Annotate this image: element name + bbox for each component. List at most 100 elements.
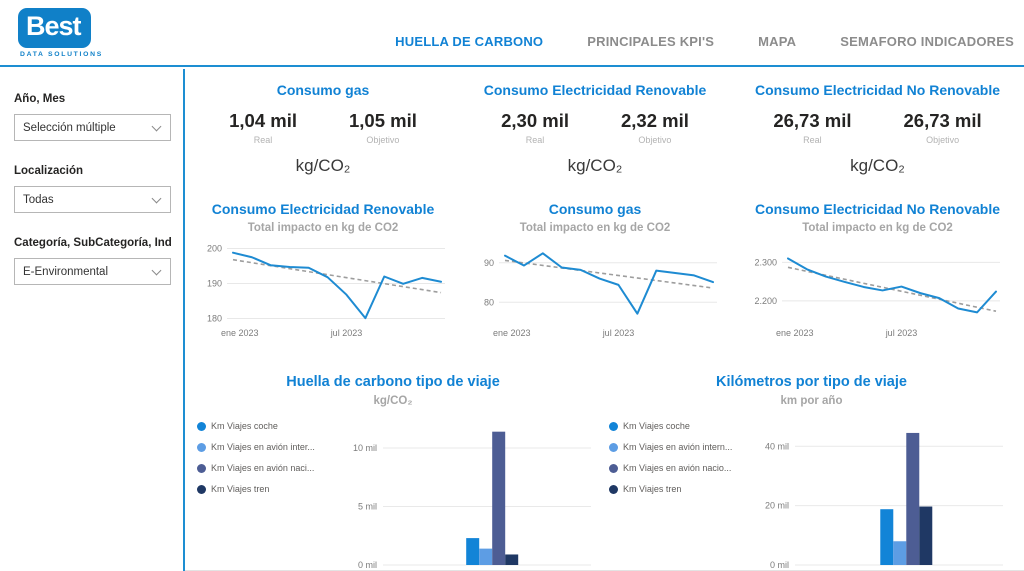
svg-text:jul 2023: jul 2023 — [602, 328, 635, 338]
dropdown-value: Todas — [23, 193, 54, 206]
kpi-real-label: Real — [803, 135, 822, 145]
svg-text:ene 2023: ene 2023 — [493, 328, 531, 338]
kpi-real: 26,73 mil Real — [773, 110, 851, 145]
kpi-real-value: 1,04 mil — [229, 110, 297, 131]
filter-categoria: Categoría, SubCategoría, Indi... E-Envir… — [14, 237, 171, 285]
filter-label: Localización — [14, 165, 84, 177]
logo-text: Best — [18, 8, 91, 48]
tab-huella-de-carbono[interactable]: HUELLA DE CARBONO — [395, 34, 544, 49]
line-chart-consumo-gas: Consumo gas Total impacto en kg de CO2 9… — [459, 197, 731, 365]
line-chart-row: Consumo Electricidad Renovable Total imp… — [187, 197, 1024, 365]
chevron-down-icon — [151, 265, 162, 275]
kpi-objetivo-value: 1,05 mil — [349, 110, 417, 131]
categoria-dropdown[interactable]: E-Environmental — [14, 258, 171, 285]
line-plot: 2.300 2.200 ene 2023 jul 2023 — [731, 238, 1024, 347]
bar-plot: 0 mil 5 mil 10 mil — [335, 419, 597, 571]
kpi-row: Consumo gas 1,04 mil Real 1,05 mil Objet… — [187, 69, 1024, 197]
chart-subtitle: Total impacto en kg de CO2 — [519, 222, 671, 234]
kpi-unit: kg/CO₂ — [295, 156, 351, 175]
tab-semaforo-indicadores[interactable]: SEMAFORO INDICADORES — [840, 34, 1014, 49]
svg-text:ene 2023: ene 2023 — [776, 328, 814, 338]
line-plot: 200 190 180 ene 2023 jul 2023 — [187, 238, 459, 347]
kpi-objetivo: 2,32 mil Objetivo — [621, 110, 689, 145]
kpi-real-value: 26,73 mil — [773, 110, 852, 131]
legend-label: Km Viajes tren — [623, 484, 682, 494]
line-chart-electricidad-no-renovable: Consumo Electricidad No Renovable Total … — [731, 197, 1024, 365]
legend-label: Km Viajes en avión nacio... — [623, 463, 732, 473]
ano-mes-dropdown[interactable]: Selección múltiple — [14, 114, 171, 141]
legend-label: Km Viajes en avión intern... — [623, 442, 733, 452]
tab-mapa[interactable]: MAPA — [758, 34, 797, 49]
top-nav: HUELLA DE CARBONO PRINCIPALES KPI'S MAPA… — [395, 34, 1014, 49]
filter-sidebar: Año, Mes Selección múltiple Localización… — [0, 69, 185, 571]
kpi-objetivo-label: Objetivo — [638, 135, 672, 145]
legend-dot-icon — [197, 484, 206, 494]
kpi-unit: kg/CO₂ — [850, 156, 905, 175]
kpi-real-label: Real — [253, 135, 273, 145]
legend-item: Km Viajes en avión intern... — [609, 442, 747, 452]
bar-chart-row: Huella de carbono tipo de viaje kg/CO₂ K… — [187, 370, 1024, 571]
chart-title: Kilómetros por tipo de viaje — [716, 374, 907, 390]
kpi-objetivo-label: Objetivo — [926, 135, 960, 145]
logo-subtext: DATA SOLUTIONS — [20, 51, 103, 58]
filter-localizacion: Localización Todas — [14, 165, 171, 213]
chart-title: Huella de carbono tipo de viaje — [286, 374, 500, 390]
legend-dot-icon — [609, 463, 618, 473]
header: Best DATA SOLUTIONS HUELLA DE CARBONO PR… — [0, 0, 1024, 67]
line-chart-electricidad-renovable: Consumo Electricidad Renovable Total imp… — [187, 197, 459, 365]
kpi-title: Consumo gas — [276, 82, 370, 98]
legend-dot-icon — [609, 421, 618, 431]
legend-label: Km Viajes tren — [211, 484, 270, 494]
bar-plot: 0 mil 20 mil 40 mil — [747, 419, 1009, 571]
kpi-real-value: 2,30 mil — [501, 110, 569, 131]
legend-label: Km Viajes en avión inter... — [211, 442, 315, 452]
localizacion-dropdown[interactable]: Todas — [14, 186, 171, 213]
svg-text:40 mil: 40 mil — [765, 441, 789, 451]
svg-text:jul 2023: jul 2023 — [884, 328, 917, 338]
svg-text:10 mil: 10 mil — [353, 443, 377, 453]
chevron-down-icon — [151, 193, 162, 203]
kpi-objetivo: 1,05 mil Objetivo — [349, 110, 417, 145]
chart-subtitle: Total impacto en kg de CO2 — [802, 222, 953, 234]
chart-title: Consumo gas — [548, 201, 642, 217]
dropdown-value: E-Environmental — [23, 265, 109, 278]
legend-label: Km Viajes coche — [211, 421, 278, 431]
kpi-consumo-gas: Consumo gas 1,04 mil Real 1,05 mil Objet… — [187, 69, 459, 197]
bar-chart-huella-tipo-viaje: Huella de carbono tipo de viaje kg/CO₂ K… — [187, 370, 599, 571]
tab-principales-kpis[interactable]: PRINCIPALES KPI'S — [587, 34, 715, 49]
legend-dot-icon — [197, 463, 206, 473]
svg-text:200: 200 — [207, 244, 222, 254]
legend-item: Km Viajes tren — [197, 484, 335, 494]
svg-text:0 mil: 0 mil — [358, 560, 377, 570]
main-content: Consumo gas 1,04 mil Real 1,05 mil Objet… — [187, 69, 1024, 571]
chevron-down-icon — [151, 121, 162, 131]
svg-text:180: 180 — [207, 314, 222, 324]
legend-label: Km Viajes en avión naci... — [211, 463, 315, 473]
filter-ano-mes: Año, Mes Selección múltiple — [14, 93, 171, 141]
svg-text:2.300: 2.300 — [754, 257, 777, 267]
kpi-consumo-electricidad-renovable: Consumo Electricidad Renovable 2,30 mil … — [459, 69, 731, 197]
legend-item: Km Viajes en avión inter... — [197, 442, 335, 452]
chart-legend: Km Viajes coche Km Viajes en avión intern… — [599, 415, 747, 571]
chart-subtitle: km por año — [780, 395, 843, 407]
svg-text:ene 2023: ene 2023 — [221, 328, 259, 338]
svg-text:jul 2023: jul 2023 — [330, 328, 363, 338]
kpi-real-label: Real — [525, 135, 545, 145]
legend-dot-icon — [197, 421, 206, 431]
bar-chart-kilometros-tipo-viaje: Kilómetros por tipo de viaje km por año … — [599, 370, 1024, 571]
legend-item: Km Viajes en avión nacio... — [609, 463, 747, 473]
kpi-real: 1,04 mil Real — [229, 110, 297, 145]
kpi-objetivo: 26,73 mil Objetivo — [904, 110, 982, 145]
legend-dot-icon — [609, 484, 618, 494]
kpi-title: Consumo Electricidad Renovable — [483, 82, 707, 98]
chart-subtitle: kg/CO₂ — [373, 395, 413, 407]
svg-text:90: 90 — [484, 258, 494, 268]
svg-text:20 mil: 20 mil — [765, 501, 789, 511]
chart-title: Consumo Electricidad Renovable — [211, 201, 435, 217]
kpi-objetivo-value: 2,32 mil — [621, 110, 689, 131]
svg-text:190: 190 — [207, 279, 222, 289]
legend-label: Km Viajes coche — [623, 421, 690, 431]
kpi-objetivo-label: Objetivo — [366, 135, 400, 145]
legend-dot-icon — [197, 442, 206, 452]
